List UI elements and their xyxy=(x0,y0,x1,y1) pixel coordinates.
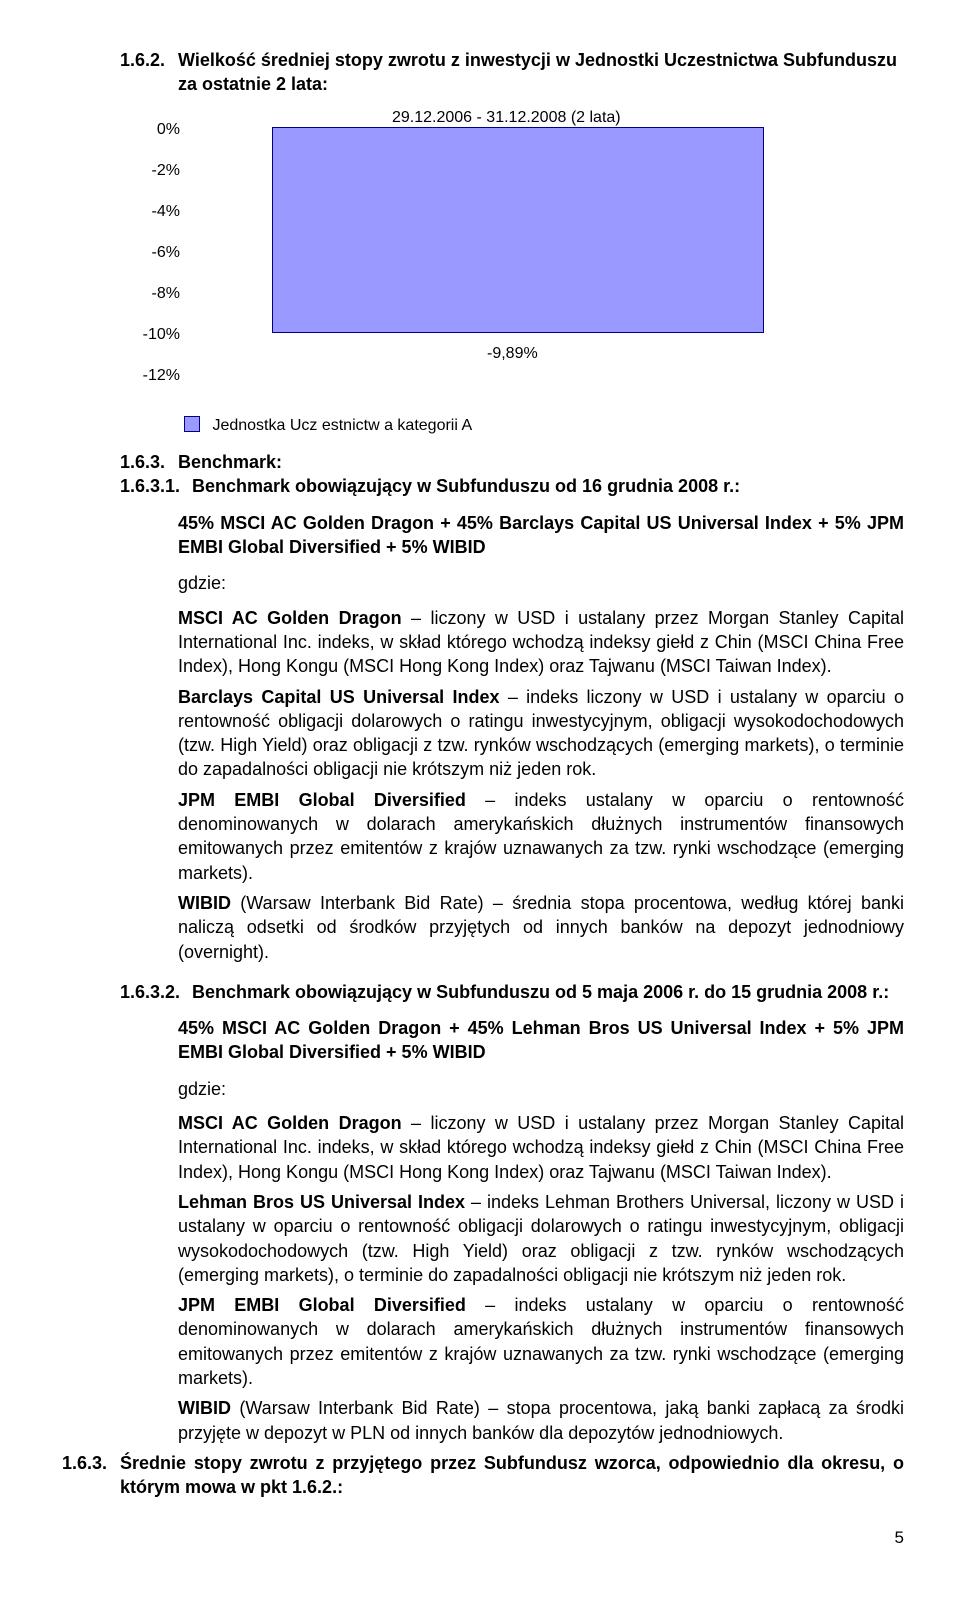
y-axis-label: -10% xyxy=(132,324,180,346)
definition-wibid: WIBID (Warsaw Interbank Bid Rate) – śred… xyxy=(178,891,904,964)
return-chart: 29.12.2006 - 31.12.2008 (2 lata) 0% -2% … xyxy=(132,109,904,409)
y-axis-label: -6% xyxy=(132,242,180,264)
section-title: Benchmark obowiązujący w Subfunduszu od … xyxy=(192,474,740,498)
chart-value-label: -9,89% xyxy=(487,343,538,365)
y-axis-label: -12% xyxy=(132,365,180,387)
def-text: (Warsaw Interbank Bid Rate) – stopa proc… xyxy=(178,1398,904,1442)
section-number: 1.6.3.2. xyxy=(120,980,192,1004)
definition-wibid-2: WIBID (Warsaw Interbank Bid Rate) – stop… xyxy=(178,1396,904,1445)
definition-msci-2: MSCI AC Golden Dragon – liczony w USD i … xyxy=(178,1111,904,1184)
definition-jpm-2: JPM EMBI Global Diversified – indeks ust… xyxy=(178,1293,904,1390)
section-title: Średnie stopy zwrotu z przyjętego przez … xyxy=(120,1451,904,1500)
section-title: Wielkość średniej stopy zwrotu z inwesty… xyxy=(178,48,904,97)
y-axis-label: -8% xyxy=(132,283,180,305)
section-1-6-2-heading: 1.6.2. Wielkość średniej stopy zwrotu z … xyxy=(120,48,904,97)
chart-title: 29.12.2006 - 31.12.2008 (2 lata) xyxy=(392,107,621,129)
section-title: Benchmark obowiązujący w Subfunduszu od … xyxy=(192,980,889,1004)
benchmark-formula-2: 45% MSCI AC Golden Dragon + 45% Lehman B… xyxy=(178,1016,904,1065)
section-number: 1.6.3.1. xyxy=(120,474,192,498)
section-title: Benchmark: xyxy=(178,450,282,474)
legend-swatch xyxy=(184,416,200,432)
chart-bar xyxy=(272,127,764,333)
definition-lehman: Lehman Bros US Universal Index – indeks … xyxy=(178,1190,904,1287)
section-1-6-3-2-heading: 1.6.3.2. Benchmark obowiązujący w Subfun… xyxy=(120,980,904,1004)
definition-jpm: JPM EMBI Global Diversified – indeks ust… xyxy=(178,788,904,885)
section-number: 1.6.3. xyxy=(120,450,178,474)
section-1-6-3-1-heading: 1.6.3.1. Benchmark obowiązujący w Subfun… xyxy=(120,474,904,498)
y-axis-label: -2% xyxy=(132,160,180,182)
page-number: 5 xyxy=(120,1527,904,1550)
section-number: 1.6.3. xyxy=(62,1451,120,1500)
definition-msci: MSCI AC Golden Dragon – liczony w USD i … xyxy=(178,606,904,679)
gdzie-label: gdzie: xyxy=(178,571,904,595)
section-number: 1.6.2. xyxy=(120,48,178,97)
chart-legend: Jednostka Ucz estnictw a kategorii A xyxy=(184,415,904,437)
benchmark-formula-1: 45% MSCI AC Golden Dragon + 45% Barclays… xyxy=(178,511,904,560)
legend-label: Jednostka Ucz estnictw a kategorii A xyxy=(212,417,472,434)
y-axis-label: 0% xyxy=(132,119,180,141)
y-axis-label: -4% xyxy=(132,201,180,223)
definition-barclays: Barclays Capital US Universal Index – in… xyxy=(178,685,904,782)
def-text: (Warsaw Interbank Bid Rate) – średnia st… xyxy=(178,893,904,962)
gdzie-label: gdzie: xyxy=(178,1077,904,1101)
section-1-6-3-b-heading: 1.6.3. Średnie stopy zwrotu z przyjętego… xyxy=(62,1451,904,1500)
section-1-6-3-heading: 1.6.3. Benchmark: xyxy=(120,450,904,474)
